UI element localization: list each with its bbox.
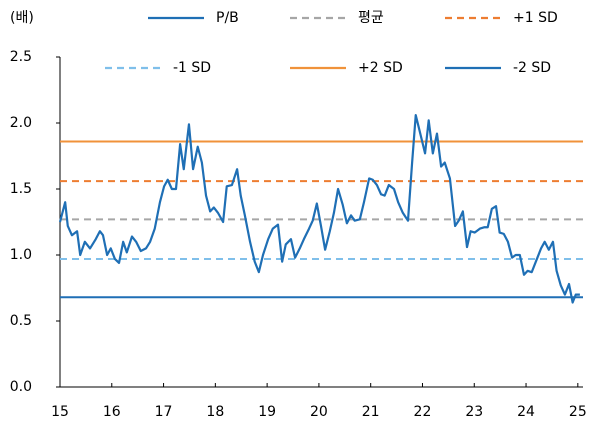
x-tick-label: 19 xyxy=(258,404,276,420)
x-tick-label: 18 xyxy=(206,404,224,420)
legend-label: 평균 xyxy=(358,10,384,26)
y-tick-label: 2.5 xyxy=(10,49,32,65)
legend-label: +2 SD xyxy=(358,60,403,76)
data-line xyxy=(58,113,580,304)
x-tick-label: 21 xyxy=(362,404,380,420)
legend-label: P/B xyxy=(216,10,239,26)
x-tick-label: 23 xyxy=(465,404,483,420)
y-tick-label: 1.0 xyxy=(10,247,32,263)
x-tick-label: 16 xyxy=(103,404,121,420)
x-tick-label: 22 xyxy=(414,404,432,420)
y-tick-label: 2.0 xyxy=(10,115,32,131)
legend-label: -2 SD xyxy=(513,60,551,76)
legend-label: +1 SD xyxy=(513,10,558,26)
y-tick-label: 0.5 xyxy=(10,313,32,329)
x-tick-label: 25 xyxy=(569,404,587,420)
y-tick-label: 1.5 xyxy=(10,181,32,197)
x-tick-label: 15 xyxy=(51,404,69,420)
x-tick-label: 20 xyxy=(310,404,328,420)
y-unit: (배) xyxy=(10,10,34,26)
y-tick-label: 0.0 xyxy=(10,379,32,395)
x-tick-label: 24 xyxy=(517,404,535,420)
x-tick-label: 17 xyxy=(155,404,173,420)
legend-label: -1 SD xyxy=(173,60,211,76)
